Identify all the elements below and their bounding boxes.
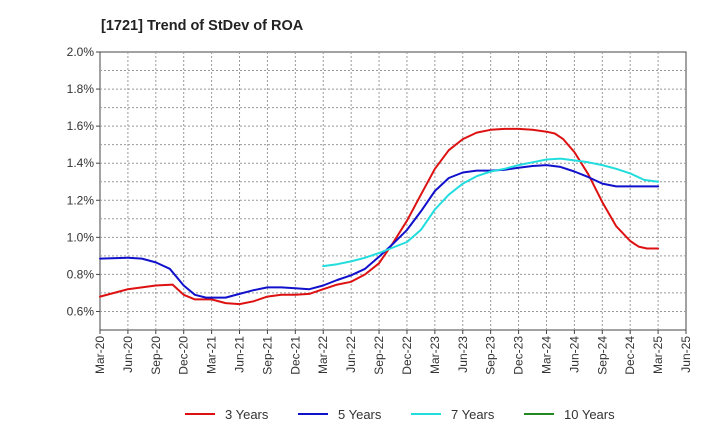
y-tick-label: 0.8% — [67, 267, 95, 281]
series-line-7-years — [322, 157, 660, 268]
x-tick-label: Mar-25 — [651, 336, 665, 374]
x-tick-label: Mar-21 — [205, 336, 219, 374]
y-axis: 0.6% 0.8% 1.0% 1.2% 1.4% 1.6% 1.8% 2.0% — [67, 45, 100, 318]
x-tick-label: Jun-22 — [344, 336, 358, 373]
legend-label-5-years: 5 Years — [338, 407, 382, 422]
x-tick-label: Mar-22 — [316, 336, 330, 374]
plot-area — [99, 51, 687, 331]
x-tick-label: Sep-23 — [484, 336, 498, 375]
x-tick-label: Jun-24 — [567, 336, 581, 373]
x-tick-label: Mar-24 — [539, 336, 553, 374]
legend: 3 Years 5 Years 7 Years 10 Years — [185, 407, 615, 422]
y-tick-label: 1.2% — [67, 193, 95, 207]
series-line-5-years — [99, 164, 660, 299]
series-lines — [99, 127, 660, 306]
y-tick-label: 2.0% — [67, 45, 95, 59]
y-tick-label: 1.4% — [67, 156, 95, 170]
x-tick-label: Sep-20 — [149, 336, 163, 375]
x-tick-label: Dec-20 — [177, 336, 191, 375]
chart-title: [1721] Trend of StDev of ROA — [101, 18, 304, 34]
y-tick-label: 0.6% — [67, 304, 95, 318]
x-tick-label: Sep-22 — [372, 336, 386, 375]
x-tick-label: Jun-25 — [679, 336, 693, 373]
x-tick-label: Dec-24 — [623, 336, 637, 375]
x-axis: Mar-20 Jun-20 Sep-20 Dec-20 Mar-21 Jun-21 Sep-… — [93, 330, 693, 375]
legend-label-7-years: 7 Years — [451, 407, 495, 422]
series-line-3-years — [99, 127, 660, 306]
x-tick-label: Dec-22 — [400, 336, 414, 375]
y-tick-label: 1.0% — [67, 230, 95, 244]
x-tick-label: Sep-24 — [595, 336, 609, 375]
x-tick-label: Jun-23 — [456, 336, 470, 373]
grid — [100, 52, 686, 330]
x-tick-label: Sep-21 — [260, 336, 274, 375]
x-tick-label: Jun-21 — [233, 336, 247, 373]
legend-label-10-years: 10 Years — [564, 407, 615, 422]
x-tick-label: Mar-23 — [428, 336, 442, 374]
y-tick-label: 1.8% — [67, 82, 95, 96]
x-tick-label: Dec-23 — [512, 336, 526, 375]
y-tick-label: 1.6% — [67, 119, 95, 133]
x-tick-label: Dec-21 — [288, 336, 302, 375]
legend-label-3-years: 3 Years — [225, 407, 269, 422]
x-tick-label: Mar-20 — [93, 336, 107, 374]
x-tick-label: Jun-20 — [121, 336, 135, 373]
